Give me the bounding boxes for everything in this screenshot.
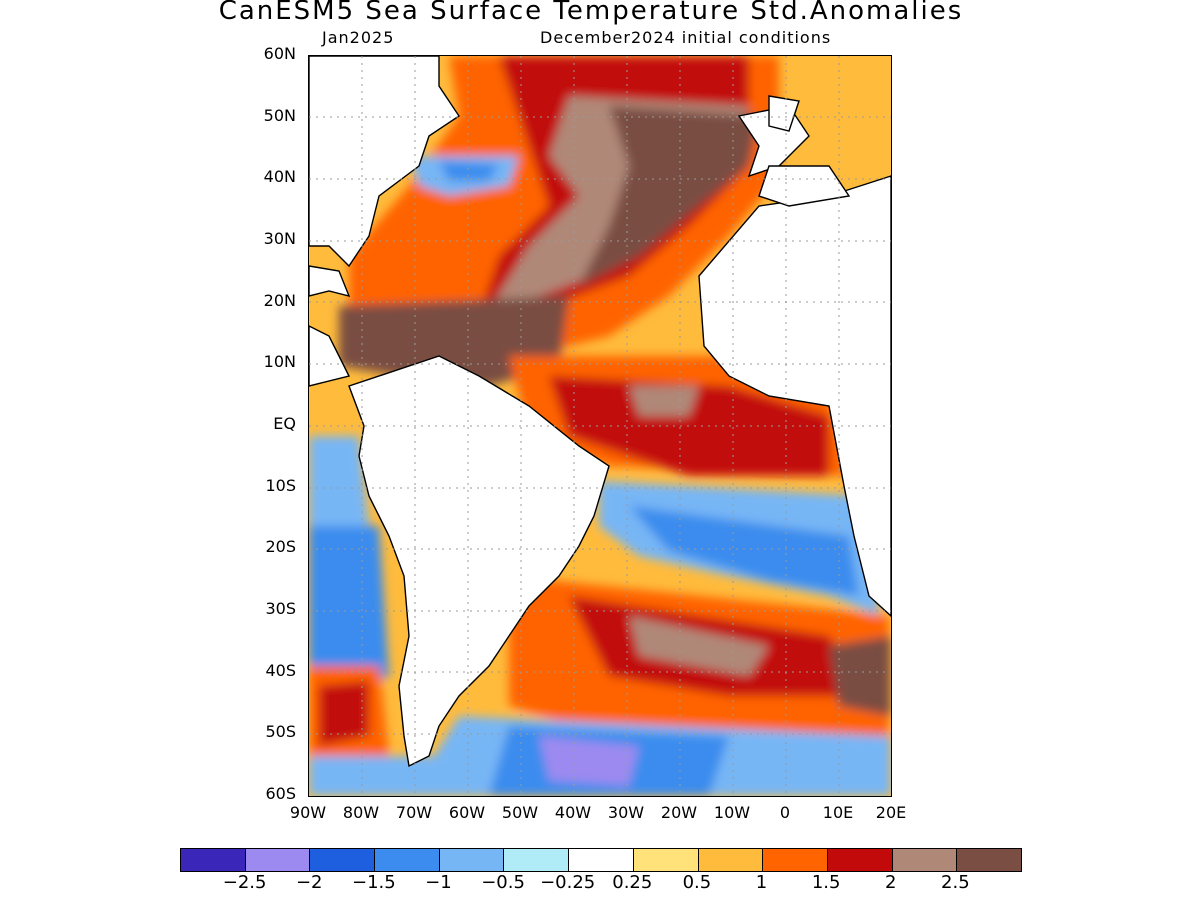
lon-tick-label: 10W — [713, 803, 751, 822]
lat-tick-label: 40N — [263, 167, 296, 187]
southern-ocean-very-cool — [539, 736, 639, 786]
colorbar-tick-label: −2.5 — [222, 872, 267, 893]
lon-tick-label: 70W — [395, 803, 433, 822]
colorbar-tick-label: −0.5 — [481, 872, 525, 893]
central-america-land — [309, 325, 351, 387]
lat-tick-label: 20S — [265, 537, 296, 557]
lat-tick-label: 10S — [265, 475, 296, 495]
east-pacific-light-cool — [309, 436, 369, 526]
colorbar-tick-label: −2 — [295, 872, 323, 893]
colorbar-swatch — [569, 849, 634, 871]
colorbar-swatch — [310, 849, 376, 871]
colorbar-tick-label: 0.25 — [612, 872, 653, 893]
lon-tick-label: 0 — [779, 803, 791, 822]
colorbar-swatch — [375, 849, 440, 871]
lat-tick-label: 30N — [263, 229, 296, 248]
lon-tick-label: 10E — [822, 803, 854, 822]
south-america-land — [348, 355, 610, 768]
colorbar-tick-label: 2.5 — [941, 872, 970, 893]
iberia-land — [758, 165, 851, 207]
lon-tick-label: 90W — [289, 803, 327, 822]
colorbar-swatch — [245, 849, 311, 871]
colorbar-tick-label: −1 — [425, 872, 452, 893]
colorbar-tick-label: 2 — [885, 872, 897, 893]
south-africa-warm — [829, 636, 891, 716]
colorbar-swatch — [763, 849, 828, 871]
lon-tick-label: 50W — [501, 803, 539, 822]
equatorial-spots — [629, 386, 699, 416]
forecast-month: Jan2025 — [322, 28, 395, 47]
colorbar-swatch — [957, 849, 1021, 871]
gulf-coast-land — [309, 265, 351, 298]
colorbar-tick-label: −0.25 — [540, 872, 596, 893]
lon-tick-label: 20E — [875, 803, 907, 822]
colorbar-swatch — [698, 849, 764, 871]
lat-tick-label: 60N — [263, 44, 296, 63]
lat-tick-label: 50S — [265, 722, 296, 742]
lon-tick-label: 30W — [607, 803, 645, 822]
lon-tick-label: 60W — [448, 803, 486, 822]
northwest-atlantic-very-cool — [439, 161, 499, 181]
chile-coast-strong-warm — [319, 681, 369, 746]
colorbar-swatch — [633, 849, 699, 871]
lon-tick-label: 80W — [342, 803, 380, 822]
lat-tick-label: 50N — [263, 105, 296, 125]
lon-tick-label: 20W — [660, 803, 698, 822]
chart-title: CanESM5 Sea Surface Temperature Std.Anom… — [218, 0, 964, 26]
east-pacific-cool — [309, 526, 389, 696]
sst-anomaly-map — [308, 55, 892, 797]
lat-tick-label: 60S — [265, 784, 296, 803]
lat-tick-label: 40S — [265, 660, 296, 680]
south-atlantic-cool-core — [629, 506, 859, 596]
colorbar-swatch — [439, 849, 505, 871]
lat-tick-label: 10N — [263, 352, 296, 372]
colorbar-swatch — [181, 849, 246, 871]
british-isles-land — [768, 95, 800, 132]
colorbar-tick-label: 1.5 — [811, 872, 841, 893]
lon-tick-label: 40W — [554, 803, 592, 822]
north-america-land — [309, 56, 460, 268]
colorbar-tick-label: 1 — [755, 872, 768, 893]
colorbar-tick-label: −1.5 — [351, 872, 396, 893]
initial-conditions-label: December2024 initial conditions — [540, 28, 832, 47]
lat-tick-label: 30S — [265, 599, 296, 618]
colorbar-swatch — [892, 849, 958, 871]
lat-tick-label: EQ — [273, 414, 296, 433]
colorbar-tick-label: 0.5 — [682, 872, 712, 893]
colorbar-swatch — [504, 849, 570, 871]
lat-tick-label: 20N — [263, 290, 296, 310]
drake-passage-cool — [309, 756, 469, 796]
south-atlantic-extreme-warm — [629, 616, 769, 676]
colorbar — [180, 848, 1022, 872]
colorbar-swatch — [827, 849, 893, 871]
